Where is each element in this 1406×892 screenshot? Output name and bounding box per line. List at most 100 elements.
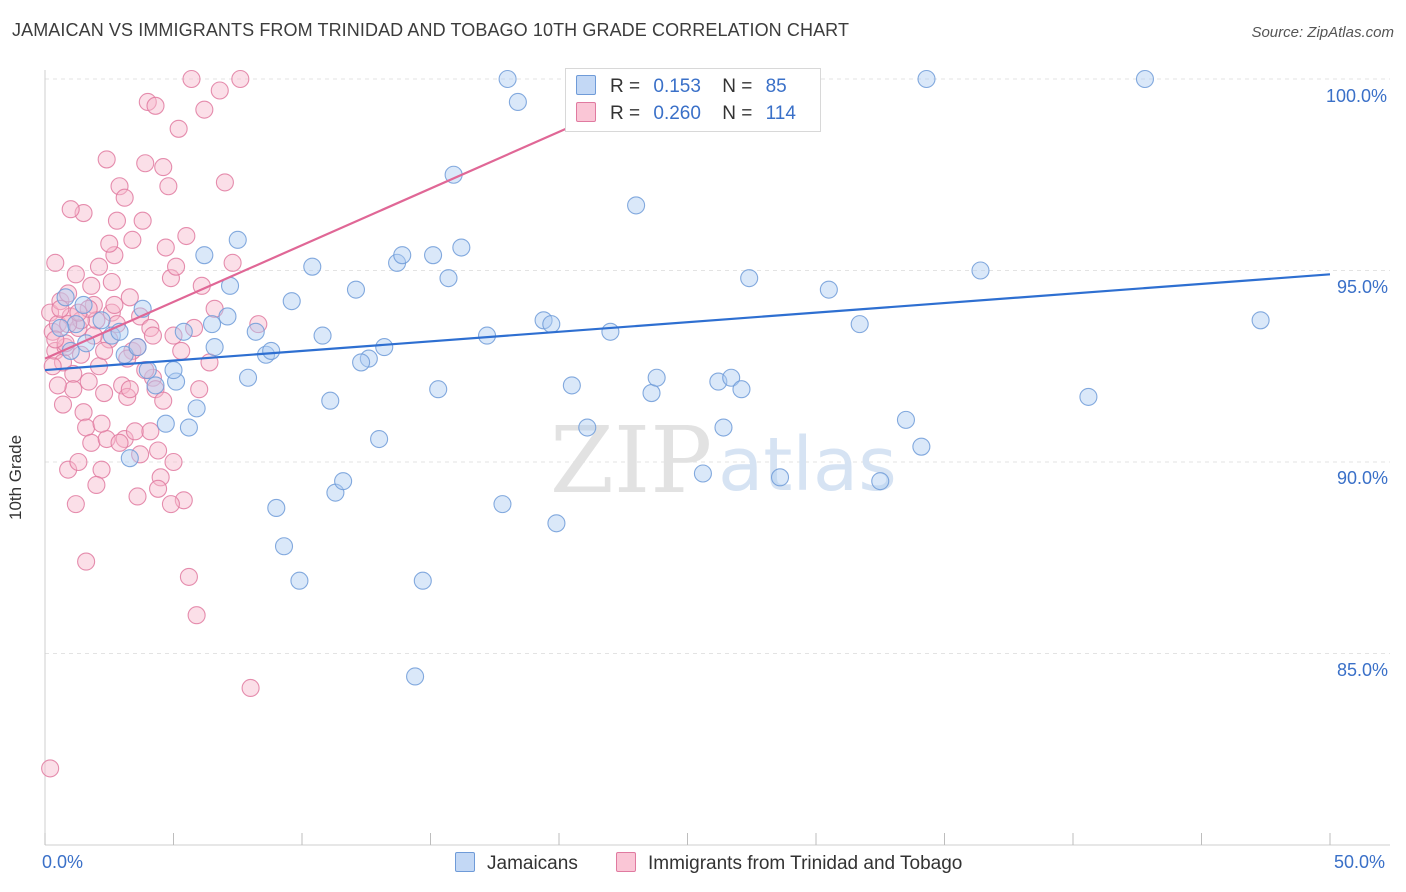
point-trinidad: [89, 257, 109, 276]
point-jamaicans: [896, 410, 916, 429]
point-trinidad: [159, 177, 178, 196]
point-trinidad: [71, 345, 91, 364]
point-jamaicans: [321, 391, 340, 410]
source-credit: Source: ZipAtlas.com: [1251, 24, 1394, 41]
point-jamaicans: [714, 418, 733, 437]
point-jamaicans: [92, 311, 111, 330]
legend-r-value-jamaicans: 0.153: [653, 76, 701, 97]
point-trinidad: [82, 276, 101, 295]
point-trinidad: [66, 265, 85, 284]
point-jamaicans: [406, 667, 425, 686]
point-jamaicans: [547, 514, 566, 533]
point-trinidad: [92, 460, 111, 479]
point-trinidad: [143, 326, 162, 345]
point-trinidad: [46, 330, 65, 349]
point-trinidad: [79, 372, 98, 391]
point-jamaicans: [627, 196, 646, 215]
point-trinidad: [120, 288, 139, 307]
point-trinidad: [185, 318, 204, 338]
point-trinidad: [131, 445, 150, 464]
point-trinidad: [115, 188, 134, 207]
point-trinidad: [169, 119, 188, 138]
point-trinidad: [77, 552, 96, 571]
point-trinidad: [161, 269, 180, 288]
watermark-zip: ZIP: [550, 407, 712, 514]
point-trinidad: [172, 341, 191, 360]
point-trinidad: [110, 177, 129, 196]
point-trinidad: [149, 479, 168, 498]
point-trinidad: [182, 69, 201, 89]
bottom-legend-swatch-jamaicans: [455, 852, 475, 872]
point-trinidad: [161, 495, 180, 514]
point-trinidad: [43, 357, 62, 376]
legend-row-trinidad: R = 0.260 N = 114: [576, 102, 796, 126]
point-jamaicans: [156, 414, 175, 433]
point-jamaicans: [971, 261, 990, 280]
point-trinidad: [190, 380, 209, 399]
point-jamaicans: [871, 472, 890, 491]
point-trinidad: [179, 567, 198, 586]
x-tick-min: 0.0%: [42, 852, 84, 872]
bottom-legend-jamaicans: Jamaicans: [455, 852, 578, 875]
point-jamaicans: [642, 384, 661, 403]
point-jamaicans: [167, 372, 186, 391]
point-trinidad: [195, 100, 214, 119]
point-jamaicans: [290, 571, 309, 590]
point-trinidad: [154, 158, 173, 177]
point-trinidad: [41, 759, 60, 778]
y-tick-90: 90.0%: [1337, 468, 1389, 488]
point-jamaicans: [850, 315, 869, 334]
point-jamaicans: [146, 376, 165, 395]
point-trinidad: [164, 326, 183, 345]
point-trinidad: [69, 452, 88, 472]
point-trinidad: [154, 391, 173, 410]
point-jamaicans: [174, 322, 193, 341]
point-trinidad: [64, 380, 83, 399]
point-jamaicans: [66, 315, 85, 334]
point-jamaicans: [128, 338, 147, 357]
point-trinidad: [136, 154, 155, 173]
point-jamaicans: [375, 338, 394, 357]
point-trinidad: [223, 253, 242, 272]
point-jamaicans: [819, 280, 838, 299]
point-trinidad: [87, 475, 106, 495]
point-jamaicans: [770, 468, 790, 487]
point-jamaicans: [601, 322, 620, 341]
point-trinidad: [151, 468, 170, 487]
point-trinidad: [125, 422, 144, 441]
point-jamaicans: [138, 361, 157, 380]
point-jamaicans: [282, 292, 301, 311]
legend-row-jamaicans: R = 0.153 N = 85: [576, 75, 787, 99]
point-trinidad: [149, 441, 168, 460]
legend-swatch-trinidad: [576, 102, 596, 122]
watermark: ZIP atlas: [550, 407, 897, 514]
point-jamaicans: [424, 246, 443, 265]
point-jamaicans: [429, 380, 448, 399]
legend-n-label: N =: [722, 103, 753, 124]
point-jamaicans: [238, 368, 258, 387]
point-jamaicans: [413, 571, 432, 590]
point-jamaicans: [578, 418, 597, 437]
axes: [44, 70, 1390, 846]
correlation-legend: R = 0.153 N = 85 R = 0.260 N = 114: [565, 68, 821, 132]
point-jamaicans: [164, 361, 183, 380]
point-jamaicans: [722, 368, 741, 387]
bottom-legend-label-jamaicans: Jamaicans: [487, 853, 578, 874]
point-jamaicans: [246, 322, 265, 341]
point-trinidad: [123, 230, 142, 249]
point-trinidad: [141, 422, 160, 441]
point-trinidad: [187, 606, 206, 625]
point-jamaicans: [732, 380, 751, 399]
point-trinidad: [77, 418, 96, 437]
point-jamaicans: [1135, 69, 1155, 89]
point-jamaicans: [313, 326, 332, 345]
point-trinidad: [102, 272, 121, 292]
trend-line-jamaicans: [44, 273, 1331, 372]
point-jamaicans: [218, 307, 237, 326]
point-jamaicans: [179, 418, 198, 437]
point-trinidad: [66, 495, 85, 514]
point-trinidad: [46, 253, 65, 272]
point-jamaicans: [498, 69, 517, 89]
point-trinidad: [128, 487, 147, 506]
